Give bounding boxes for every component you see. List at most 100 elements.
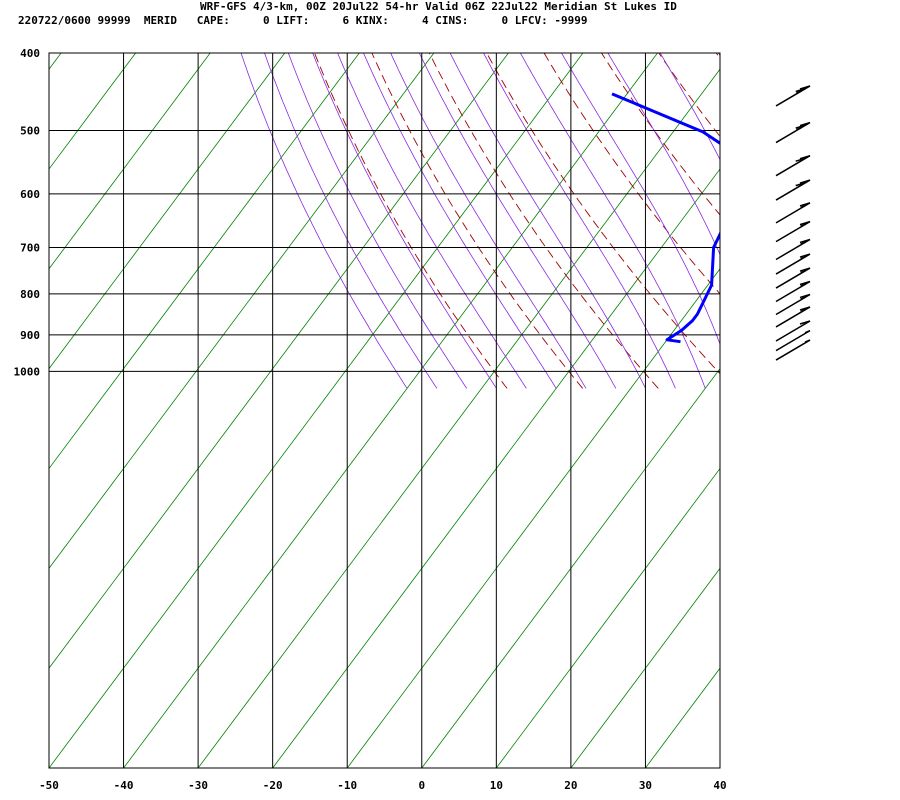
x-tick-label: -50 — [39, 779, 59, 792]
isotherm-line — [570, 567, 720, 768]
sounding-indices: 220722/0600 99999 MERID CAPE: 0 LIFT: 6 … — [18, 14, 588, 27]
wind-barb — [775, 306, 811, 328]
wind-barb-staff — [775, 320, 811, 342]
wind-barb — [775, 238, 811, 261]
moist-adiabat-line — [363, 53, 557, 389]
wind-barb-half — [800, 241, 806, 245]
wind-barb-half — [800, 283, 806, 287]
wind-barbs — [775, 85, 811, 361]
wind-barb-half — [800, 223, 806, 227]
temperature-trace — [821, 94, 900, 342]
x-tick-label: 10 — [490, 779, 503, 792]
wind-barb-flag — [795, 181, 806, 187]
x-tick-label: 20 — [564, 779, 577, 792]
moist-adiabat-line — [659, 53, 720, 161]
wind-barb-half — [804, 339, 811, 343]
plot-frame — [48, 52, 721, 769]
wind-barb — [775, 85, 811, 107]
y-tick-label: 500 — [20, 125, 40, 138]
background-lines — [49, 49, 900, 768]
moist-adiabat-line — [449, 53, 646, 389]
moist-adiabat-line — [779, 49, 854, 389]
isotherm-line — [496, 467, 720, 768]
dewpoint-trace — [611, 92, 720, 344]
sounding-traces — [611, 92, 900, 344]
wind-barb-staff — [775, 339, 811, 361]
wind-barb — [775, 202, 811, 224]
x-tick-label: -10 — [337, 779, 357, 792]
isotherm-line — [49, 53, 136, 170]
isotherm-line — [719, 767, 720, 768]
wind-barb-flag — [799, 320, 811, 325]
x-tick-label: 40 — [713, 779, 726, 792]
dry-adiabat-line — [601, 53, 720, 216]
moist-adiabat-line — [337, 53, 527, 389]
wind-barb — [775, 320, 811, 342]
isotherm-line — [421, 367, 720, 768]
wind-barb — [775, 220, 811, 243]
moist-adiabat-line — [264, 53, 438, 389]
isotherm-line — [49, 53, 286, 370]
wind-barb-flag — [799, 293, 811, 299]
x-tick-labels: -50 -40 -30 -20 -10 0 10 20 30 40 — [39, 779, 727, 792]
x-tick-label: 0 — [418, 779, 425, 792]
y-tick-label: 900 — [20, 329, 40, 342]
dry-adiabat-line — [715, 53, 720, 59]
isotherm-line — [49, 53, 435, 570]
moist-adiabat-line — [607, 53, 720, 256]
grid-lines — [48, 52, 721, 768]
wind-barb-half — [796, 90, 802, 94]
wind-barb-staff — [775, 330, 811, 352]
wind-barb-flag — [799, 253, 811, 258]
y-tick-label: 800 — [20, 288, 40, 301]
wind-barb — [775, 329, 811, 352]
wind-barb — [775, 253, 811, 275]
isotherm-line — [197, 68, 720, 768]
y-tick-label: 600 — [20, 188, 40, 201]
wind-barb — [775, 154, 811, 177]
wind-barb-half — [800, 296, 806, 300]
dry-adiabat-line — [888, 53, 900, 388]
wind-barb-flag — [799, 202, 811, 207]
wind-barb-flag — [795, 87, 806, 93]
isotherm-line — [123, 53, 658, 768]
y-tick-label: 700 — [20, 241, 40, 254]
wind-barb-flag — [799, 306, 811, 311]
moist-adiabat-line — [390, 53, 587, 389]
wind-barb — [775, 293, 811, 316]
wind-barb — [775, 280, 811, 303]
isotherm-line — [49, 53, 509, 669]
wind-barb-flag — [799, 238, 811, 244]
moist-adiabat-line — [718, 53, 720, 57]
wind-barb-half — [800, 269, 806, 274]
dry-adiabat-line — [314, 53, 508, 389]
moist-adiabat-line — [844, 49, 885, 389]
dry-adiabat-line — [831, 53, 900, 388]
isotherm-line — [346, 268, 720, 768]
wind-barb — [775, 179, 811, 201]
wind-barb — [775, 339, 811, 361]
dry-adiabat-line — [774, 53, 900, 388]
x-tick-label: -20 — [263, 779, 283, 792]
wind-barb-half — [800, 308, 806, 313]
wind-barb-flag — [799, 85, 811, 90]
x-tick-label: -30 — [188, 779, 208, 792]
y-tick-labels: 400 500 600 700 800 900 1000 — [14, 47, 41, 378]
wind-barb — [775, 267, 811, 289]
wind-barb-flag — [795, 157, 806, 162]
wind-barb-half — [800, 204, 806, 209]
moist-adiabat-line — [240, 53, 408, 389]
isotherm-line — [49, 53, 584, 768]
wind-barb-flag — [799, 280, 811, 286]
moist-adiabat-line — [483, 53, 676, 389]
wind-barb-half — [800, 255, 806, 260]
isotherm-line — [49, 53, 211, 270]
wind-barb-half — [796, 126, 802, 131]
x-tick-label: -40 — [114, 779, 134, 792]
dry-adiabat-line — [486, 53, 720, 375]
chart-title: WRF-GFS 4/3-km, 00Z 20Jul22 54-hr Valid … — [200, 0, 677, 13]
isotherm-line — [272, 168, 720, 768]
dry-adiabat-line — [543, 53, 720, 295]
moist-adiabat-line — [519, 53, 706, 389]
